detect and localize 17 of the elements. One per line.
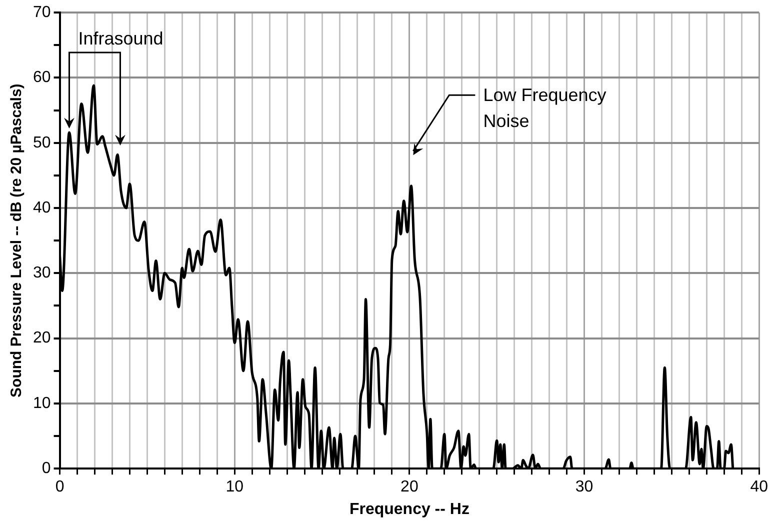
- y-tick-label: 30: [33, 264, 51, 282]
- x-tick-label: 0: [55, 478, 64, 496]
- x-axis-title: Frequency -- Hz: [349, 500, 470, 518]
- y-tick-label: 40: [33, 199, 51, 216]
- y-tick-label: 0: [42, 460, 51, 478]
- x-tick-label: 40: [750, 478, 768, 496]
- y-tick-label: 70: [33, 4, 51, 22]
- y-tick-label: 10: [33, 394, 51, 412]
- x-tick-label: 10: [226, 478, 244, 496]
- x-tick-label: 30: [575, 478, 594, 496]
- y-tick-label: 50: [33, 134, 51, 152]
- y-tick-label: 20: [33, 330, 51, 347]
- y-tick-label: 60: [33, 69, 51, 86]
- annotation: Low Frequency Noise: [483, 85, 606, 132]
- y-axis-title: Sound Pressure Level -- dB (re 20 µPascals): [8, 84, 26, 398]
- annotation: Infrasound: [78, 28, 164, 49]
- x-tick-label: 20: [400, 478, 418, 496]
